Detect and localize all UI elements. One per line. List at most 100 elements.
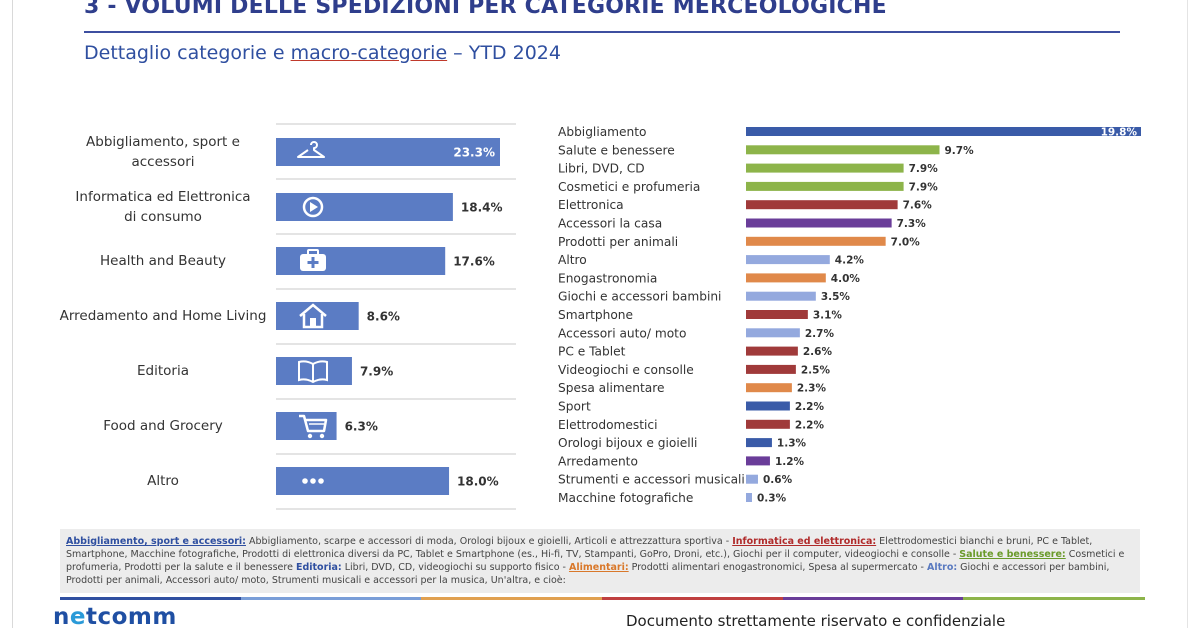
footnote-editoria-title: Editoria:: [295, 562, 342, 573]
detail-bar-abbigliamento: [746, 127, 1141, 136]
detail-bar-videogiochi-e-consolle: [746, 364, 796, 374]
detail-value-prodotti-per-animali: 7.0%: [891, 236, 921, 248]
macro-bar-arredamento-and-home-living: [276, 302, 359, 330]
detail-bar-strumenti-e-accessori-musicali: [746, 474, 758, 484]
footer-stripe-segment: [60, 597, 242, 600]
detail-value-elettronica: 7.6%: [903, 200, 933, 212]
detail-value-arredamento: 1.2%: [775, 456, 805, 468]
detail-bar-giochi-e-accessori-bambini: [746, 291, 816, 301]
detail-bar-libri-dvd-cd: [746, 163, 904, 173]
netcomm-logo: netcomm: [53, 604, 177, 630]
first-aid-kit-icon: [300, 249, 326, 271]
detail-bar-enogastronomia: [746, 273, 826, 283]
macro-value-editoria: 7.9%: [360, 365, 393, 379]
macro-bar-informatica-ed-elettronica-di-consumo: [276, 193, 453, 221]
detail-value-enogastronomia: 4.0%: [831, 273, 861, 285]
footnote-altro-text: Giochi e accessori per bambini, Prodotti…: [66, 562, 1110, 586]
detail-value-spesa-alimentare: 2.3%: [797, 383, 827, 395]
detail-bar-prodotti-per-animali: [746, 236, 886, 246]
macro-label-informatica-ed-elettronica-di-consumo: Informatica ed Elettronica di consumo: [75, 189, 250, 225]
macro-label-altro: Altro: [147, 473, 179, 489]
subtitle-suffix: – YTD 2024: [447, 42, 561, 64]
footnote-informatica-text: Elettrodomestici bianchi e bruni, PC e T…: [66, 536, 1093, 560]
footer-stripe-segment: [240, 597, 423, 600]
detail-label-orologi-bijoux-e-gioielli: Orologi bijoux e gioielli: [558, 436, 697, 450]
shopping-cart-icon: [299, 414, 328, 439]
detail-label-accessori-auto-moto: Accessori auto/ moto: [558, 326, 686, 340]
detail-value-altro: 4.2%: [835, 255, 865, 267]
detail-label-prodotti-per-animali: Prodotti per animali: [558, 235, 678, 249]
hanger-icon: [297, 141, 325, 158]
play-icon: [302, 196, 324, 218]
macro-label-arredamento-and-home-living: Arredamento and Home Living: [60, 308, 267, 324]
book-icon: [298, 360, 328, 384]
detail-label-sport: Sport: [558, 400, 591, 414]
detail-label-elettrodomestici: Elettrodomestici: [558, 418, 658, 432]
macro-value-arredamento-and-home-living: 8.6%: [367, 310, 400, 324]
logo-rest: tcomm: [85, 604, 177, 630]
detail-value-accessori-auto-moto: 2.7%: [805, 328, 835, 340]
detail-bar-elettronica: [746, 200, 898, 210]
detail-value-smartphone: 3.1%: [813, 310, 843, 322]
footnote-altro-title: Altro:: [926, 562, 958, 573]
detail-label-spesa-alimentare: Spesa alimentare: [558, 381, 665, 395]
detail-value-abbigliamento: 19.8%: [1101, 127, 1138, 139]
footnote-informatica-title: Informatica ed elettronica:: [732, 536, 877, 547]
detail-label-videogiochi-e-consolle: Videogiochi e consolle: [558, 363, 694, 377]
detail-label-elettronica: Elettronica: [558, 198, 624, 212]
macro-label-abbigliamento-sport-e-accessori: Abbigliamento, sport e accessori: [86, 134, 240, 170]
detail-label-pc-e-tablet: PC e Tablet: [558, 345, 626, 359]
detail-bar-accessori-auto-moto: [746, 328, 800, 338]
page-title: 3 - VOLUMI DELLE SPEDIZIONI PER CATEGORI…: [84, 0, 887, 19]
house-icon: [299, 303, 327, 329]
logo-n: n: [53, 604, 70, 630]
detail-label-enogastronomia: Enogastronomia: [558, 271, 657, 285]
detail-value-salute-e-benessere: 9.7%: [945, 145, 975, 157]
footnote-abbigliamento-text: Abbigliamento, scarpe e accessori di mod…: [245, 536, 733, 547]
detail-value-macchine-fotografiche: 0.3%: [757, 493, 787, 505]
frame-left-border: [12, 0, 13, 628]
detail-bar-smartphone: [746, 310, 808, 319]
detail-bar-elettrodomestici: [746, 419, 790, 429]
detail-bar-arredamento: [746, 456, 770, 466]
detail-value-cosmetici-e-profumeria: 7.9%: [909, 181, 939, 193]
detail-value-pc-e-tablet: 2.6%: [803, 346, 833, 358]
logo-e: e: [69, 604, 86, 630]
detail-label-macchine-fotografiche: Macchine fotografiche: [558, 491, 693, 505]
detail-bar-macchine-fotografiche: [746, 493, 752, 502]
detail-label-arredamento: Arredamento: [558, 454, 638, 468]
detail-value-videogiochi-e-consolle: 2.5%: [801, 364, 831, 376]
footer-stripe-segment: [602, 597, 784, 600]
ellipsis-icon: [302, 478, 324, 484]
footnote-editoria-text: Libri, DVD, CD, videogiochi su supporto …: [341, 562, 569, 573]
footer-stripe-segment: [963, 597, 1145, 600]
detail-label-giochi-e-accessori-bambini: Giochi e accessori bambini: [558, 290, 721, 304]
detail-bar-accessori-la-casa: [746, 218, 892, 228]
macro-value-health-and-beauty: 17.6%: [453, 255, 495, 269]
footer-stripe-segment: [782, 597, 965, 600]
detail-value-elettrodomestici: 2.2%: [795, 419, 825, 431]
subtitle-prefix: Dettaglio categorie e: [84, 42, 291, 64]
detail-value-libri-dvd-cd: 7.9%: [909, 163, 939, 175]
footnote-salute-text: Cosmetici e profumeria, Prodotti per la …: [66, 549, 1125, 573]
detail-bar-salute-e-benessere: [746, 145, 940, 155]
confidential-notice: Documento strettamente riservato e confi…: [626, 612, 1006, 630]
detail-bar-altro: [746, 255, 830, 265]
detail-label-altro: Altro: [558, 253, 587, 267]
detail-bar-sport: [746, 401, 790, 411]
detail-label-libri-dvd-cd: Libri, DVD, CD: [558, 162, 645, 176]
macro-value-altro: 18.0%: [457, 475, 499, 489]
detail-label-abbigliamento: Abbigliamento: [558, 125, 647, 139]
macro-value-food-and-grocery: 6.3%: [345, 420, 378, 434]
detail-label-cosmetici-e-profumeria: Cosmetici e profumeria: [558, 180, 700, 194]
detail-label-accessori-la-casa: Accessori la casa: [558, 217, 662, 231]
title-divider: [84, 31, 1120, 33]
detail-label-smartphone: Smartphone: [558, 308, 633, 322]
footnote-box: Abbigliamento, sport e accessori: Abbigl…: [60, 529, 1140, 593]
detail-bar-cosmetici-e-profumeria: [746, 181, 904, 191]
macro-value-informatica-ed-elettronica-di-consumo: 18.4%: [461, 201, 503, 215]
detail-value-strumenti-e-accessori-musicali: 0.6%: [763, 474, 793, 486]
macro-label-health-and-beauty: Health and Beauty: [100, 253, 226, 269]
